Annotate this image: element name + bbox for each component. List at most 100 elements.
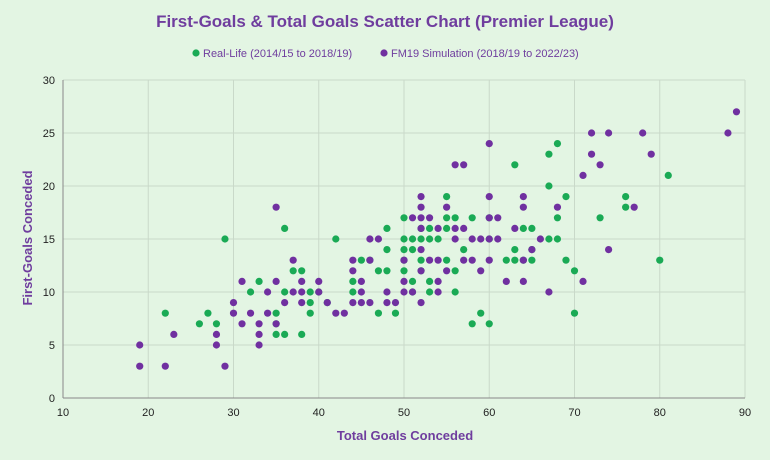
data-point-real-life bbox=[374, 267, 383, 275]
data-point-fm19 bbox=[264, 288, 272, 296]
data-point-real-life bbox=[255, 277, 263, 285]
data-point-real-life bbox=[477, 309, 485, 317]
data-point-fm19 bbox=[136, 362, 144, 370]
data-point-fm19 bbox=[229, 299, 238, 307]
data-point-fm19 bbox=[357, 277, 365, 285]
data-point-fm19 bbox=[545, 288, 553, 296]
data-point-fm19 bbox=[519, 256, 527, 264]
data-point-fm19 bbox=[519, 203, 527, 211]
data-point-fm19 bbox=[366, 235, 374, 243]
data-point-real-life bbox=[425, 277, 434, 285]
data-point-fm19 bbox=[332, 309, 340, 317]
data-point-fm19 bbox=[443, 267, 451, 275]
data-point-real-life bbox=[281, 224, 289, 232]
data-point-fm19 bbox=[212, 330, 221, 338]
axes bbox=[62, 80, 745, 399]
data-point-fm19 bbox=[272, 320, 280, 328]
data-point-fm19 bbox=[434, 224, 442, 232]
data-point-real-life bbox=[656, 256, 664, 264]
data-point-fm19 bbox=[451, 161, 459, 169]
data-point-fm19 bbox=[255, 320, 263, 328]
data-point-fm19 bbox=[340, 309, 348, 317]
data-point-fm19 bbox=[272, 203, 280, 211]
data-point-fm19 bbox=[425, 214, 434, 222]
data-point-fm19 bbox=[238, 320, 246, 328]
data-point-fm19 bbox=[732, 108, 741, 116]
data-point-fm19 bbox=[485, 214, 493, 222]
data-point-fm19 bbox=[408, 288, 417, 296]
data-point-real-life bbox=[272, 330, 280, 338]
y-tick-label: 25 bbox=[43, 128, 55, 140]
data-point-fm19 bbox=[485, 256, 493, 264]
data-point-real-life bbox=[545, 150, 553, 158]
data-point-fm19 bbox=[161, 362, 169, 370]
data-point-fm19 bbox=[212, 341, 221, 349]
data-point-real-life bbox=[622, 193, 630, 201]
data-point-fm19 bbox=[357, 299, 365, 307]
data-point-fm19 bbox=[579, 277, 587, 285]
data-point-fm19 bbox=[323, 299, 331, 307]
data-point-fm19 bbox=[136, 341, 144, 349]
data-point-real-life bbox=[332, 235, 340, 243]
data-point-real-life bbox=[281, 330, 289, 338]
data-point-real-life bbox=[161, 309, 169, 317]
data-point-fm19 bbox=[383, 299, 391, 307]
legend-marker-fm19 bbox=[380, 49, 388, 57]
data-point-fm19 bbox=[417, 246, 425, 254]
x-tick-label: 80 bbox=[654, 407, 666, 419]
data-point-fm19 bbox=[264, 309, 272, 317]
data-point-fm19 bbox=[477, 267, 485, 275]
data-point-fm19 bbox=[298, 299, 306, 307]
data-point-fm19 bbox=[229, 309, 238, 317]
x-tick-label: 10 bbox=[57, 407, 69, 419]
data-points bbox=[136, 108, 741, 370]
data-point-fm19 bbox=[349, 299, 357, 307]
data-point-real-life bbox=[451, 267, 459, 275]
legend: Real-Life (2014/15 to 2018/19) FM19 Simu… bbox=[192, 48, 579, 60]
data-point-real-life bbox=[545, 235, 553, 243]
data-point-fm19 bbox=[366, 256, 374, 264]
data-point-fm19 bbox=[289, 256, 297, 264]
data-point-fm19 bbox=[587, 129, 596, 137]
data-point-real-life bbox=[553, 235, 562, 243]
data-point-fm19 bbox=[357, 288, 365, 296]
data-point-real-life bbox=[298, 267, 306, 275]
data-point-real-life bbox=[528, 256, 536, 264]
data-point-fm19 bbox=[460, 161, 468, 169]
data-point-real-life bbox=[383, 267, 391, 275]
data-point-real-life bbox=[306, 288, 314, 296]
data-point-real-life bbox=[408, 246, 417, 254]
data-point-real-life bbox=[246, 288, 255, 296]
data-point-fm19 bbox=[724, 129, 732, 137]
data-point-real-life bbox=[383, 224, 391, 232]
y-tick-label: 10 bbox=[43, 287, 55, 299]
data-point-fm19 bbox=[460, 224, 468, 232]
data-point-real-life bbox=[298, 330, 306, 338]
data-point-fm19 bbox=[408, 214, 417, 222]
data-point-fm19 bbox=[579, 171, 587, 179]
y-axis-title: First-Goals Conceded bbox=[20, 170, 35, 305]
data-point-real-life bbox=[204, 309, 212, 317]
x-tick-label: 30 bbox=[227, 407, 239, 419]
data-point-real-life bbox=[460, 246, 468, 254]
data-point-fm19 bbox=[485, 193, 493, 201]
data-point-real-life bbox=[383, 246, 391, 254]
data-point-fm19 bbox=[553, 203, 562, 211]
data-point-real-life bbox=[306, 299, 314, 307]
data-point-real-life bbox=[502, 256, 510, 264]
data-point-fm19 bbox=[434, 288, 442, 296]
data-point-fm19 bbox=[221, 362, 229, 370]
x-tick-label: 50 bbox=[398, 407, 410, 419]
data-point-real-life bbox=[562, 256, 570, 264]
data-point-fm19 bbox=[417, 267, 425, 275]
data-point-fm19 bbox=[349, 256, 357, 264]
data-point-fm19 bbox=[587, 150, 596, 158]
data-point-real-life bbox=[289, 267, 297, 275]
data-point-real-life bbox=[622, 203, 630, 211]
data-point-real-life bbox=[664, 171, 672, 179]
legend-label-real-life: Real-Life (2014/15 to 2018/19) bbox=[203, 48, 352, 60]
data-point-real-life bbox=[374, 309, 383, 317]
data-point-real-life bbox=[272, 309, 280, 317]
